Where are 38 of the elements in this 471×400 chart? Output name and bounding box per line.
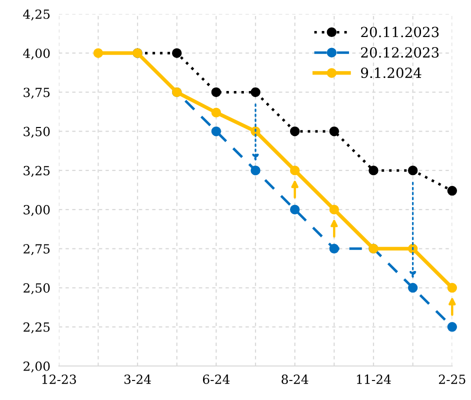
y-tick-label: 3,75	[24, 88, 50, 99]
point	[290, 166, 300, 176]
x-tick-label: 8-24	[282, 374, 308, 384]
point	[290, 204, 300, 214]
point	[211, 126, 222, 136]
y-tick-label: 3,50	[24, 126, 50, 138]
point	[211, 108, 222, 118]
point	[368, 166, 378, 176]
y-tick-label: 4,25	[23, 9, 50, 20]
point	[250, 166, 260, 176]
legend-label: 20.11.2023	[361, 26, 439, 38]
point	[447, 186, 458, 196]
point	[250, 87, 260, 98]
x-tick-label: 12-23	[42, 374, 76, 384]
point	[329, 204, 340, 214]
point	[447, 282, 458, 293]
point	[408, 166, 418, 176]
y-tick-label: 3,00	[24, 205, 50, 216]
point	[329, 244, 340, 254]
x-tick-label: 11-24	[357, 374, 391, 384]
x-tick-label: 6-24	[202, 374, 230, 384]
legend-label: 9.1.2024	[361, 68, 422, 78]
point	[329, 126, 340, 136]
point	[93, 48, 104, 58]
y-tick-label: 4,00	[23, 48, 50, 60]
y-tick-label: 2,00	[24, 361, 50, 372]
legend-label: 20.12.2023	[361, 47, 439, 58]
y-tick-label: 2,75	[24, 244, 50, 256]
point	[172, 48, 182, 58]
point	[408, 282, 418, 293]
point	[290, 126, 300, 136]
y-tick-label: 3,25	[24, 166, 50, 177]
point	[211, 87, 222, 98]
y-tick-label: 2,25	[24, 322, 50, 334]
y-tick-label: 2,50	[24, 283, 50, 294]
x-tick-label: 3-24	[124, 374, 151, 384]
point	[447, 322, 458, 332]
x-tick-label: 2-25	[438, 374, 466, 384]
